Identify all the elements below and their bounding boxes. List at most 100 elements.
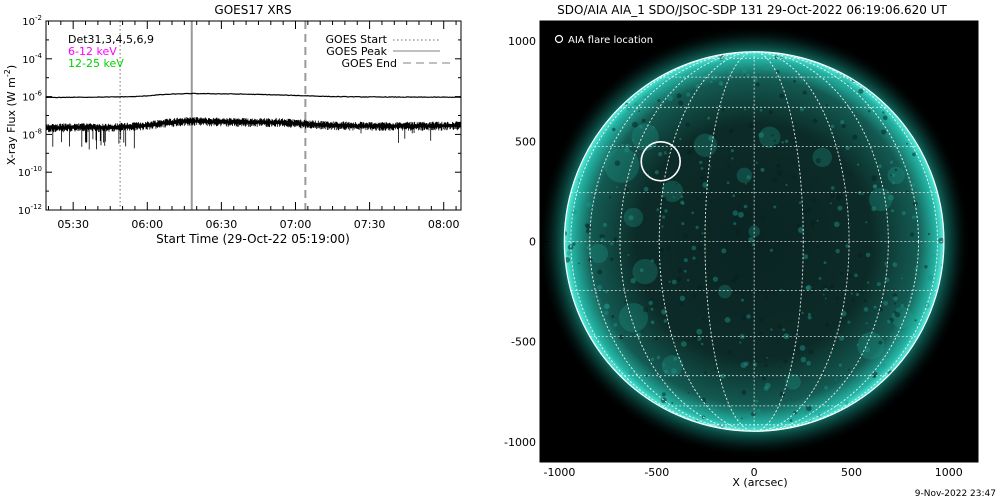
disk-texture-speckle [873, 305, 877, 309]
disk-texture-speckle [882, 111, 885, 114]
disk-texture-speckle [634, 102, 638, 107]
disk-texture-speckle [892, 181, 895, 185]
disk-texture-speckle [662, 196, 667, 201]
heliographic-grid [564, 51, 944, 432]
active-region-patch [618, 303, 649, 333]
disk-texture-speckle [861, 193, 864, 196]
disk-texture-speckle [708, 135, 714, 141]
disk-texture-speckle [793, 79, 797, 83]
xrs-y-tick-label: 10-6 [22, 90, 42, 104]
disk-texture-speckle [635, 332, 641, 338]
disk-texture-speckle [645, 374, 648, 377]
aia-x-axis: -1000 -500 0 500 1000 [543, 21, 963, 479]
disk-texture-speckle [782, 328, 785, 332]
xrs-event-lines [119, 21, 307, 210]
disk-texture-speckle [692, 256, 696, 260]
disk-texture-speckle [816, 178, 819, 180]
legend-goes-start-label: GOES Start [326, 33, 388, 46]
xrs-y-tick-base: 10 [18, 206, 31, 217]
disk-texture-speckle [727, 164, 730, 168]
disk-texture-speckle [770, 328, 773, 331]
disk-texture-speckle [709, 165, 712, 168]
disk-texture-speckle [741, 315, 746, 321]
disk-texture-speckle [721, 108, 725, 112]
disk-texture-speckle [839, 335, 845, 341]
disk-texture-speckle [732, 210, 738, 216]
disk-texture-speckle [808, 349, 814, 355]
disk-texture-speckle [661, 143, 664, 146]
disk-texture-speckle [912, 201, 918, 207]
disk-texture-speckle [819, 209, 822, 211]
disk-texture-speckle [701, 232, 704, 235]
xrs-x-tick-label: 08:00 [428, 218, 460, 231]
disk-texture-speckle [816, 219, 819, 222]
aia-image [540, 25, 971, 458]
disk-texture-speckle [839, 272, 843, 275]
disk-texture-speckle [795, 123, 798, 125]
disk-texture-speckle [685, 122, 690, 127]
disk-texture-speckle [610, 242, 614, 246]
disk-texture-speckle [771, 134, 774, 137]
disk-texture-speckle [893, 302, 897, 305]
xrs-y-tick-label: 10-2 [22, 14, 42, 28]
disk-texture-speckle [900, 303, 905, 308]
disk-texture-speckle [652, 126, 655, 129]
disk-texture-speckle [627, 253, 630, 256]
aia-x-tick-label: 1000 [935, 466, 963, 479]
disk-texture-speckle [638, 110, 641, 112]
disk-texture-speckle [648, 300, 653, 306]
disk-texture-speckle [572, 242, 576, 246]
disk-texture-speckle [924, 265, 928, 269]
xrs-y-tick-exponent: -10 [31, 165, 42, 173]
xrs-title: GOES17 XRS [214, 3, 291, 17]
disk-texture-speckle [878, 164, 882, 169]
grid-longitude-line [589, 51, 919, 432]
disk-texture-speckle [709, 200, 713, 203]
disk-texture-speckle [662, 215, 666, 219]
disk-texture-speckle [679, 137, 682, 141]
disk-texture-speckle [760, 215, 765, 219]
disk-texture-speckle [773, 205, 777, 209]
disk-texture-speckle [655, 337, 658, 341]
disk-texture-speckle [789, 419, 793, 422]
disk-texture-speckle [811, 73, 817, 79]
disk-texture-speckle [741, 298, 744, 302]
disk-texture-speckle [773, 143, 779, 150]
disk-texture-speckle [721, 248, 727, 254]
disk-texture-speckle [863, 299, 868, 303]
disk-texture-speckle [830, 193, 835, 199]
disk-texture-speckle [805, 285, 810, 290]
disk-texture-speckle [888, 194, 894, 201]
series-6-12-kev-line [46, 92, 461, 99]
disk-texture-speckle [865, 252, 871, 258]
disk-texture-speckle [742, 414, 749, 420]
disk-texture-speckle [733, 222, 737, 226]
active-region-patch [868, 187, 893, 212]
band-low-label: 6-12 keV [68, 45, 117, 58]
disk-texture-speckle [639, 125, 643, 129]
disk-texture-speckle [656, 355, 661, 360]
disk-texture-speckle [624, 301, 626, 303]
disk-texture-speckle [764, 382, 771, 389]
disk-texture-speckle [856, 163, 860, 166]
disk-texture-speckle [608, 196, 612, 199]
disk-texture-speckle [687, 391, 690, 394]
disk-texture-speckle [664, 369, 668, 374]
xrs-y-tick-exponent: -2 [35, 14, 42, 22]
disk-texture-speckle [835, 378, 837, 381]
disk-texture-speckle [701, 397, 706, 402]
disk-texture-speckle [577, 178, 580, 181]
xrs-y-tick-exponent: -6 [35, 90, 43, 98]
disk-texture-speckle [800, 107, 804, 112]
disk-texture-speckle [884, 261, 888, 266]
disk-texture-speckle [632, 121, 638, 128]
grid-longitude-line [658, 51, 850, 432]
disk-texture-speckle [645, 218, 648, 221]
disk-texture-speckle [748, 237, 754, 243]
disk-texture-speckle [799, 345, 806, 351]
xrs-y-tick-base: 10 [22, 55, 35, 66]
aia-legend-label: AIA flare location [568, 35, 653, 46]
disk-texture-speckle [748, 123, 754, 129]
xrs-y-tick-exponent: -8 [35, 127, 42, 135]
